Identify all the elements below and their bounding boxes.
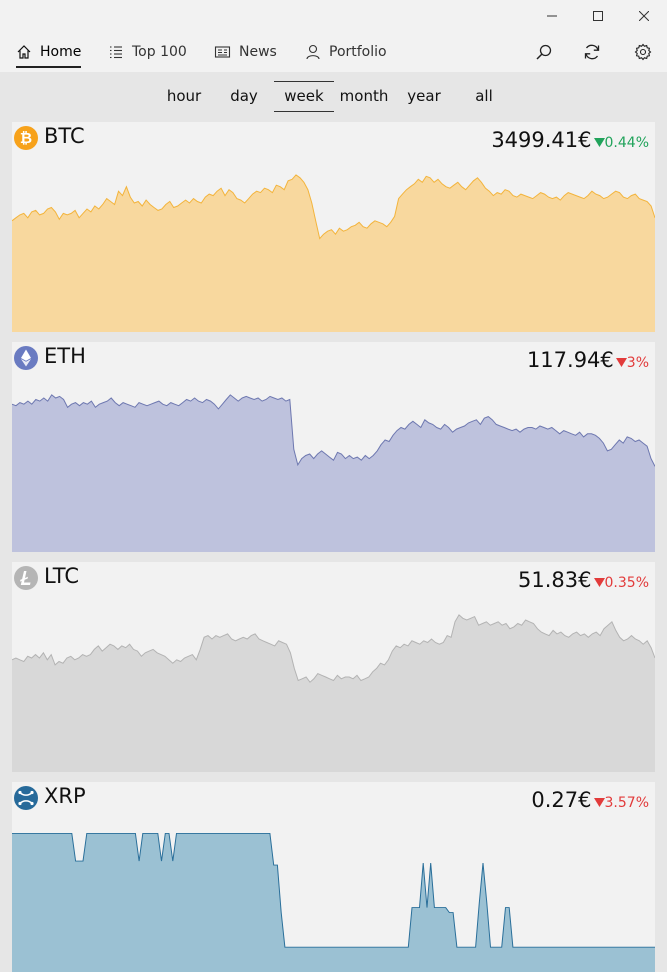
coin-card-xrp[interactable]: XRP 0.27€ 3.57% xyxy=(12,782,655,972)
change-percent: 3.57% xyxy=(604,795,649,811)
close-button[interactable] xyxy=(621,0,667,32)
sparkline-area xyxy=(12,833,655,972)
svg-text:₿: ₿ xyxy=(20,129,32,147)
sparkline-line xyxy=(12,394,655,467)
triangle-down-icon xyxy=(615,358,627,367)
coin-card-btc[interactable]: ₿ BTC 3499.41€ 0.44% xyxy=(12,122,655,332)
refresh-icon xyxy=(584,44,600,60)
gear-icon xyxy=(634,43,652,61)
person-icon xyxy=(306,44,320,60)
price-block: 51.83€ 0.35% xyxy=(518,568,649,592)
sparkline-area xyxy=(12,174,655,332)
nav-home-underline xyxy=(16,66,82,68)
minimize-button[interactable] xyxy=(529,0,575,32)
settings-button[interactable] xyxy=(623,32,663,72)
minimize-icon xyxy=(547,15,557,17)
coin-card-eth[interactable]: ETH 117.94€ 3% xyxy=(12,342,655,552)
sparkline-chart xyxy=(12,394,655,552)
range-day[interactable]: day xyxy=(230,87,258,105)
change-percent: 0.44% xyxy=(604,135,649,151)
coin-price: 51.83€ xyxy=(518,568,592,592)
nav-news[interactable]: News xyxy=(214,32,277,72)
sparkline-area xyxy=(12,614,655,772)
change-badge: 0.44% xyxy=(593,135,649,151)
coin-symbol: BTC xyxy=(44,124,85,148)
title-bar xyxy=(0,0,667,32)
sparkline-chart xyxy=(12,614,655,772)
nav-home[interactable]: Home xyxy=(16,32,82,72)
coin-price: 0.27€ xyxy=(531,788,592,812)
maximize-icon xyxy=(593,11,603,21)
nav-bar: Home Top 100 News Portfolio xyxy=(0,32,667,72)
nav-portfolio[interactable]: Portfolio xyxy=(305,32,387,72)
nav-top100-label: Top 100 xyxy=(132,44,187,60)
search-icon xyxy=(536,44,552,60)
list-icon xyxy=(110,46,122,59)
sparkline-chart xyxy=(12,174,655,332)
sparkline-line xyxy=(12,832,655,948)
coin-symbol: ETH xyxy=(44,344,86,368)
nav-portfolio-label: Portfolio xyxy=(329,44,387,60)
coin-price: 117.94€ xyxy=(526,348,614,372)
close-icon xyxy=(639,11,649,21)
newspaper-icon xyxy=(214,46,231,58)
nav-top100[interactable]: Top 100 xyxy=(108,32,187,72)
maximize-button[interactable] xyxy=(575,0,621,32)
sparkline-chart xyxy=(12,832,655,972)
change-percent: 0.35% xyxy=(604,575,649,591)
triangle-down-icon xyxy=(593,798,605,807)
change-badge: 3% xyxy=(615,355,649,371)
triangle-down-icon xyxy=(593,138,605,147)
nav-news-label: News xyxy=(239,44,277,60)
price-block: 0.27€ 3.57% xyxy=(531,788,649,812)
sparkline-line xyxy=(12,614,655,683)
nav-home-label: Home xyxy=(40,44,82,60)
change-percent: 3% xyxy=(626,355,649,371)
time-range-selector: hour day week month year all xyxy=(0,80,667,116)
triangle-down-icon xyxy=(593,578,605,587)
range-hour[interactable]: hour xyxy=(166,87,202,105)
ethereum-icon xyxy=(14,346,38,370)
refresh-button[interactable] xyxy=(572,32,612,72)
range-year[interactable]: year xyxy=(407,87,441,105)
ripple-icon xyxy=(14,786,38,810)
coin-price: 3499.41€ xyxy=(491,128,592,152)
price-block: 3499.41€ 0.44% xyxy=(491,128,649,152)
range-week[interactable]: week xyxy=(274,80,334,112)
litecoin-icon xyxy=(14,566,38,590)
price-block: 117.94€ 3% xyxy=(527,348,649,372)
sparkline-line xyxy=(12,174,655,240)
range-month[interactable]: month xyxy=(339,87,389,105)
coin-card-ltc[interactable]: LTC 51.83€ 0.35% xyxy=(12,562,655,772)
change-badge: 0.35% xyxy=(593,575,649,591)
range-all[interactable]: all xyxy=(475,87,493,105)
home-icon xyxy=(17,45,31,59)
sparkline-area xyxy=(12,394,655,552)
coin-symbol: XRP xyxy=(44,784,86,808)
search-button[interactable] xyxy=(524,32,564,72)
bitcoin-icon: ₿ xyxy=(14,126,38,150)
change-badge: 3.57% xyxy=(593,795,649,811)
coin-symbol: LTC xyxy=(44,564,80,588)
